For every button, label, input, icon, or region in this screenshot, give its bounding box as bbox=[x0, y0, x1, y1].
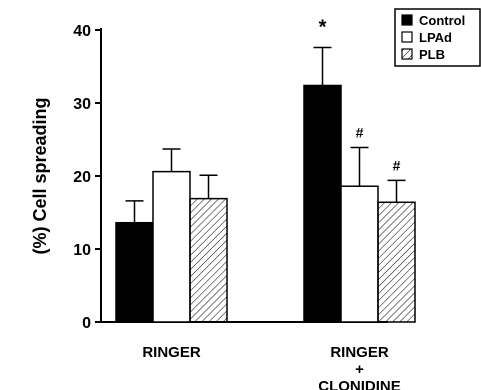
y-tick-label: 20 bbox=[73, 169, 91, 186]
bar-plb-1 bbox=[189, 197, 228, 323]
category-label: RINGER bbox=[142, 344, 201, 361]
significance-marker: * bbox=[319, 17, 327, 39]
category-label: RINGER bbox=[330, 344, 389, 361]
significance-marker: # bbox=[356, 125, 364, 141]
y-tick-label: 40 bbox=[73, 23, 91, 40]
y-axis-title: (%) Cell spreading bbox=[30, 97, 50, 254]
category-label: CLONIDINE bbox=[318, 378, 401, 390]
legend-label-plb: PLB bbox=[419, 47, 445, 62]
legend-swatch-control bbox=[401, 14, 413, 26]
bar-plb-2 bbox=[377, 201, 416, 323]
y-tick-label: 0 bbox=[82, 315, 91, 332]
bar-control-1 bbox=[115, 221, 154, 323]
legend-label-lpad: LPAd bbox=[419, 30, 452, 45]
legend-label-control: Control bbox=[419, 13, 465, 28]
bar-lpad-1 bbox=[152, 170, 191, 323]
bar-lpad-2 bbox=[340, 185, 379, 323]
y-tick-label: 10 bbox=[73, 242, 91, 259]
bar-control-2 bbox=[303, 84, 342, 323]
legend-swatch-lpad bbox=[401, 31, 413, 43]
bars bbox=[115, 46, 416, 323]
significance-marker: # bbox=[393, 157, 401, 173]
category-label: + bbox=[355, 361, 364, 378]
y-tick-label: 30 bbox=[73, 96, 91, 113]
legend: Control LPAd PLB bbox=[394, 8, 481, 67]
legend-swatch-plb bbox=[401, 48, 413, 60]
labels: 0 10 20 30 40 (%) Cell spreading * # # RINGER RING… bbox=[30, 17, 401, 390]
